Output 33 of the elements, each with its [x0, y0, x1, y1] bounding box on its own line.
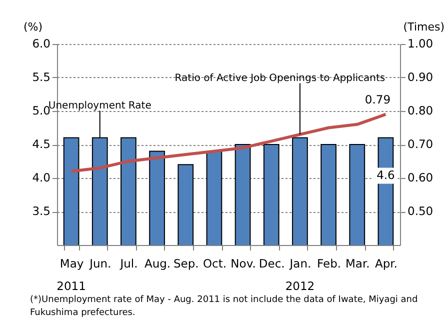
x-tick-label: Aug. — [144, 256, 171, 270]
y-axis-title: (%) — [24, 20, 43, 34]
x-tick-label: Jun. — [88, 256, 112, 270]
y2-tick-label: 0.80 — [408, 104, 434, 118]
text: 2011 — [56, 279, 86, 293]
x-tick-label: Oct. — [202, 256, 226, 270]
x-tick-label: Mar. — [345, 256, 370, 270]
x-tick-label: Sep. — [173, 256, 199, 270]
x-tick-label: Apr. — [374, 256, 398, 270]
x-tick-label: Feb. — [317, 256, 342, 270]
y2-tick-label: 0.50 — [408, 204, 434, 218]
x-tick-label: May — [60, 256, 84, 270]
y2-axis-title: (Times) — [403, 20, 444, 34]
y-tick-label: 4.0 — [32, 170, 50, 184]
y2-tick-label: 0.70 — [408, 137, 434, 151]
x-tick-label: Nov. — [230, 256, 256, 270]
data-label: 0.79 — [364, 92, 391, 106]
data-label: 4.6 — [376, 168, 395, 182]
x-tick-label: Jul. — [119, 256, 138, 270]
y-tick-label: 5.0 — [32, 104, 50, 118]
x-tick-label: Dec. — [258, 256, 285, 270]
text: 2012 — [285, 279, 315, 293]
x-tick-label: Jan. — [288, 256, 312, 270]
text: Unemployment Rate — [48, 100, 152, 112]
y2-tick-label: 0.90 — [408, 70, 434, 84]
text: (*)Unemployment rate of May - Aug. 2011 is not include the data of Iwate, Miyagi and Fukushima prefectures. — [30, 295, 418, 318]
text: Ratio of Active Job Openings to Applicants — [174, 73, 386, 84]
y2-tick-label: 0.60 — [408, 170, 434, 184]
y-tick-label: 6.0 — [32, 36, 50, 50]
y-tick-label: 5.5 — [32, 70, 50, 84]
y2-tick-label: 1.00 — [408, 36, 434, 50]
y-tick-label: 3.5 — [32, 204, 50, 218]
y-tick-label: 4.5 — [32, 137, 50, 151]
